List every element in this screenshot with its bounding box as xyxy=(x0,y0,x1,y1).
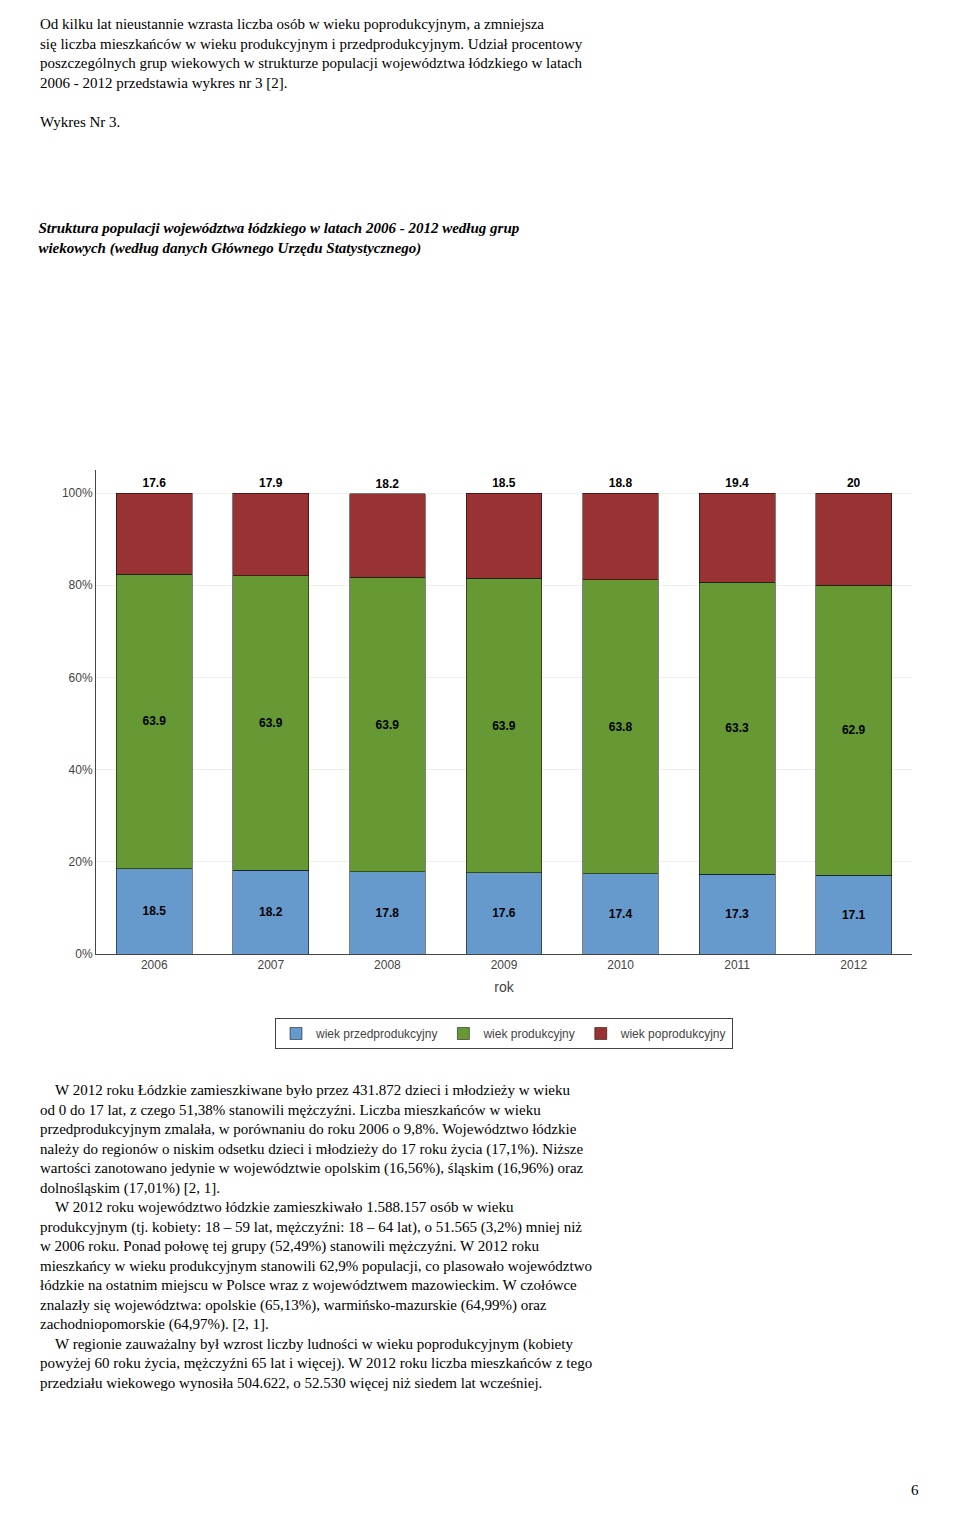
svg-text:18.5: 18.5 xyxy=(142,904,166,918)
svg-text:17.1: 17.1 xyxy=(842,908,866,922)
svg-text:wiek poprodukcyjny: wiek poprodukcyjny xyxy=(620,1027,726,1041)
svg-text:wiek przedprodukcyjny: wiek przedprodukcyjny xyxy=(315,1027,437,1041)
svg-text:19.4: 19.4 xyxy=(725,476,749,490)
svg-text:Struktura populacji województw: Struktura populacji województwa łódzkieg… xyxy=(38,220,519,257)
svg-text:0%: 0% xyxy=(75,947,93,961)
svg-text:2009: 2009 xyxy=(491,958,518,972)
svg-text:40%: 40% xyxy=(69,763,93,777)
svg-text:rok: rok xyxy=(494,979,514,995)
svg-text:60%: 60% xyxy=(69,671,93,685)
svg-text:20: 20 xyxy=(847,476,861,490)
svg-text:Wykres Nr 3.: Wykres Nr 3. xyxy=(40,114,120,130)
svg-text:2012: 2012 xyxy=(840,958,867,972)
svg-text:20%: 20% xyxy=(69,855,93,869)
svg-text:17.6: 17.6 xyxy=(142,476,166,490)
svg-text:17.4: 17.4 xyxy=(609,907,633,921)
svg-text:2011: 2011 xyxy=(724,958,750,972)
svg-text:100%: 100% xyxy=(62,486,93,500)
svg-text:63.8: 63.8 xyxy=(609,720,633,734)
svg-text:2008: 2008 xyxy=(374,958,401,972)
svg-text:2006: 2006 xyxy=(141,958,168,972)
svg-text:17.6: 17.6 xyxy=(492,906,516,920)
svg-text:18.2: 18.2 xyxy=(259,905,283,919)
svg-text:Od kilku lat nieustannie wzras: Od kilku lat nieustannie wzrasta liczba … xyxy=(40,16,583,91)
svg-text:2010: 2010 xyxy=(607,958,634,972)
svg-text:W 2012 roku Łódzkie zamieszkiw: W 2012 roku Łódzkie zamieszkiwane było p… xyxy=(40,1082,592,1391)
svg-text:18.5: 18.5 xyxy=(492,476,516,490)
svg-text:63.9: 63.9 xyxy=(376,718,400,732)
svg-text:17.9: 17.9 xyxy=(259,476,283,490)
svg-text:2007: 2007 xyxy=(258,958,285,972)
svg-text:17.3: 17.3 xyxy=(725,907,749,921)
svg-text:63.3: 63.3 xyxy=(725,721,749,735)
svg-text:18.8: 18.8 xyxy=(609,476,633,490)
svg-text:wiek produkcyjny: wiek produkcyjny xyxy=(482,1027,574,1041)
svg-text:63.9: 63.9 xyxy=(142,714,166,728)
svg-text:18.2: 18.2 xyxy=(376,477,400,491)
svg-text:17.8: 17.8 xyxy=(376,906,400,920)
svg-text:63.9: 63.9 xyxy=(259,716,283,730)
svg-text:63.9: 63.9 xyxy=(492,719,516,733)
svg-text:62.9: 62.9 xyxy=(842,723,866,737)
svg-text:6: 6 xyxy=(911,1482,919,1498)
svg-text:80%: 80% xyxy=(69,578,93,592)
